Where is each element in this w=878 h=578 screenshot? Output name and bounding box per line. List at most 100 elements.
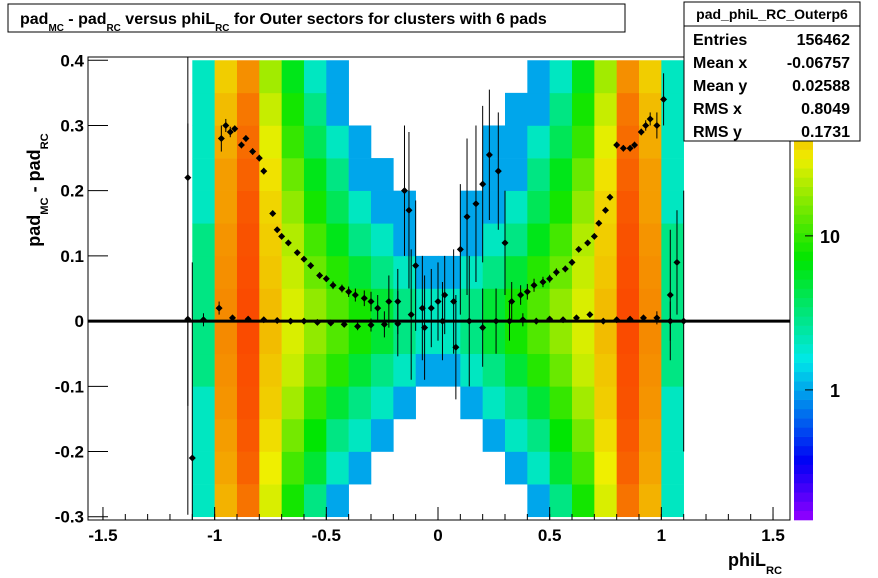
heatmap-cell bbox=[192, 451, 215, 485]
profile-point bbox=[572, 314, 580, 322]
profile-point bbox=[479, 324, 487, 332]
heatmap-cell bbox=[236, 60, 260, 94]
heatmap-cell bbox=[616, 353, 640, 387]
heatmap-cell bbox=[527, 288, 550, 322]
heatmap-cell bbox=[549, 125, 573, 159]
palette-swatch bbox=[794, 168, 813, 178]
x-tick-label: -0.5 bbox=[312, 526, 341, 545]
palette-swatch bbox=[794, 473, 813, 484]
palette-swatch bbox=[794, 269, 813, 280]
heatmap-cell bbox=[303, 190, 327, 224]
heatmap-cell bbox=[527, 451, 550, 485]
heatmap-cell bbox=[236, 386, 260, 420]
heatmap-cell bbox=[505, 288, 528, 322]
heatmap-cell bbox=[281, 321, 305, 355]
heatmap-cell bbox=[259, 386, 282, 420]
profile-point bbox=[293, 249, 301, 257]
heatmap-cell bbox=[370, 386, 394, 420]
heatmap-cell bbox=[639, 158, 662, 191]
profile-point bbox=[599, 317, 607, 325]
heatmap-cell bbox=[281, 158, 305, 191]
plot-frame bbox=[87, 56, 791, 521]
palette-swatch bbox=[794, 455, 813, 465]
profile-point bbox=[673, 258, 681, 266]
heatmap-cell bbox=[639, 190, 662, 224]
heatmap-cell bbox=[661, 288, 684, 322]
profile-point bbox=[217, 135, 225, 143]
heatmap-cell bbox=[303, 386, 327, 420]
heatmap-cell bbox=[572, 223, 595, 257]
heatmap-cell bbox=[415, 288, 439, 322]
z-tick-label: 10 bbox=[820, 227, 840, 247]
heatmap-cell bbox=[326, 125, 349, 159]
heatmap-cell bbox=[393, 255, 416, 289]
heatmap-cell bbox=[616, 190, 640, 224]
heatmap-cell bbox=[505, 386, 528, 420]
heatmap-cell bbox=[549, 321, 573, 355]
palette-swatch bbox=[794, 362, 813, 373]
palette-swatch bbox=[794, 492, 813, 502]
heatmap-cell bbox=[326, 451, 349, 485]
heatmap-cell bbox=[281, 60, 305, 94]
heatmap-cell bbox=[572, 158, 595, 191]
heatmap-cell bbox=[192, 288, 215, 322]
heatmap-cell bbox=[549, 451, 573, 485]
profile-point bbox=[287, 317, 295, 325]
profile-point bbox=[626, 315, 634, 323]
heatmap-cell bbox=[303, 125, 327, 159]
heatmap-cell bbox=[259, 92, 282, 126]
heatmap-cell bbox=[192, 255, 215, 289]
heatmap-cell bbox=[572, 386, 595, 420]
heatmap-cell bbox=[281, 288, 305, 322]
profile-point bbox=[229, 314, 237, 322]
heatmap-cell bbox=[594, 255, 617, 289]
profile-point bbox=[552, 268, 560, 276]
heatmap-cell bbox=[259, 451, 282, 485]
heatmap-cell bbox=[393, 353, 416, 387]
heatmap-cell bbox=[549, 418, 573, 452]
stats-label: RMS y bbox=[693, 124, 742, 141]
heatmap-cell bbox=[303, 158, 327, 191]
heatmap-cell bbox=[192, 60, 215, 94]
heatmap-cell bbox=[482, 353, 506, 387]
heatmap-cell bbox=[415, 353, 439, 387]
heatmap-cell bbox=[572, 418, 595, 452]
heatmap-cell bbox=[639, 288, 662, 322]
heatmap-cell bbox=[259, 190, 282, 224]
heatmap-cell bbox=[505, 125, 528, 159]
text-part: pad bbox=[20, 11, 48, 28]
profile-point bbox=[260, 167, 268, 175]
heatmap-cell bbox=[460, 288, 483, 322]
profile-point bbox=[575, 245, 583, 253]
text-part: versus phiL bbox=[121, 11, 215, 28]
x-tick-label: 0 bbox=[433, 526, 442, 545]
profile-point bbox=[316, 271, 324, 279]
heatmap-cell bbox=[527, 386, 550, 420]
heatmap-cell bbox=[661, 92, 684, 126]
profile-point bbox=[613, 141, 621, 149]
profile-point bbox=[586, 311, 594, 319]
heatmap-cell bbox=[192, 484, 215, 518]
profile-point bbox=[300, 317, 308, 325]
heatmap-cell bbox=[661, 484, 684, 518]
heatmap-cell bbox=[214, 60, 238, 94]
heatmap-cell bbox=[661, 451, 684, 485]
palette-swatch bbox=[794, 279, 813, 289]
heatmap-cell bbox=[236, 190, 260, 224]
heatmap-cell bbox=[594, 484, 617, 518]
profile-point bbox=[626, 144, 634, 152]
palette-swatch bbox=[794, 381, 813, 391]
heatmap-cell bbox=[370, 158, 394, 191]
heatmap-cell bbox=[326, 190, 349, 224]
stats-value: 0.8049 bbox=[801, 101, 850, 118]
heatmap-cell bbox=[348, 223, 372, 257]
profile-point bbox=[226, 128, 234, 136]
profile-point bbox=[602, 206, 610, 214]
heatmap-cell bbox=[348, 255, 372, 289]
heatmap-cell bbox=[281, 451, 305, 485]
palette-swatch bbox=[794, 140, 813, 150]
palette-swatch bbox=[794, 251, 813, 262]
profile-point bbox=[427, 304, 435, 312]
profile-point bbox=[351, 291, 359, 299]
profile-point bbox=[539, 278, 547, 286]
